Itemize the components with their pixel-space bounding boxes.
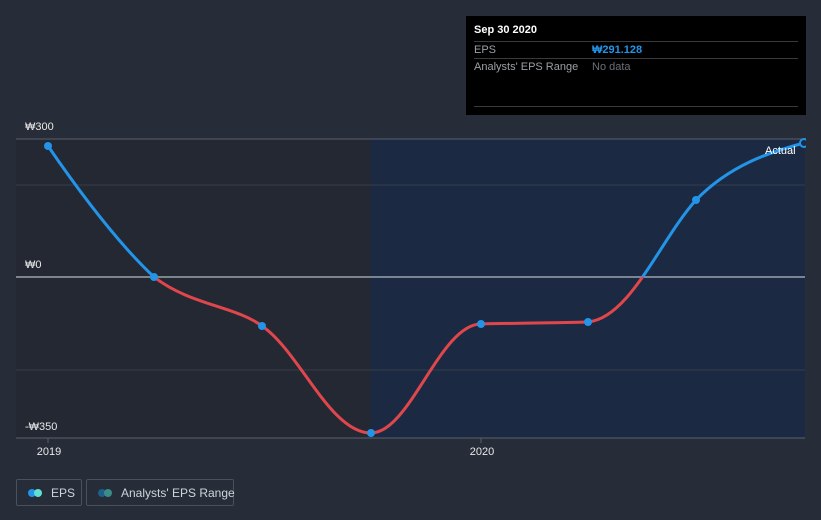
past-region <box>16 139 371 438</box>
legend-label: Analysts' EPS Range <box>121 486 235 500</box>
data-point[interactable] <box>367 429 375 437</box>
data-point[interactable] <box>258 322 266 330</box>
tooltip-divider <box>474 106 798 107</box>
y-label-bottom: -₩350 <box>25 421 58 433</box>
x-label-2020: 2020 <box>469 446 495 458</box>
legend-eps-button[interactable]: EPS <box>16 479 82 506</box>
tooltip-row-range: Analysts' EPS Range No data <box>474 58 798 76</box>
tooltip-date: Sep 30 2020 <box>474 24 537 36</box>
data-point[interactable] <box>44 142 52 150</box>
tooltip-row-eps: EPS ₩291.128 <box>474 41 798 59</box>
x-label-2019: 2019 <box>36 446 62 458</box>
tooltip: Sep 30 2020 EPS ₩291.128 Analysts' EPS R… <box>466 16 806 115</box>
legend-analysts-range-button[interactable]: Analysts' EPS Range <box>86 479 235 506</box>
data-point[interactable] <box>692 196 700 204</box>
actual-annotation: Actual <box>765 145 796 157</box>
tooltip-value: ₩291.128 <box>592 44 643 56</box>
eps-legend-icon <box>28 489 44 497</box>
highlight-region <box>371 139 805 438</box>
tooltip-label: EPS <box>474 44 497 56</box>
data-point[interactable] <box>477 320 485 328</box>
y-label-zero: ₩0 <box>25 259 42 271</box>
data-point[interactable] <box>150 273 158 281</box>
eps-line-negative <box>151 277 645 435</box>
data-point[interactable] <box>584 318 592 326</box>
tooltip-label: Analysts' EPS Range <box>474 61 579 73</box>
eps-line-positive <box>46 141 805 277</box>
y-label-top: ₩300 <box>25 121 54 133</box>
legend-label: EPS <box>51 486 76 500</box>
analysts-range-legend-icon <box>98 489 114 497</box>
tooltip-value: No data <box>592 61 631 73</box>
